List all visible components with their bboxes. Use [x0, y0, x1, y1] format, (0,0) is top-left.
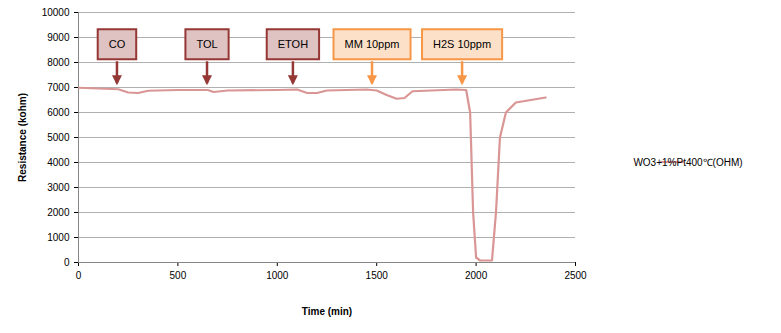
svg-text:2000: 2000 — [465, 270, 488, 281]
svg-text:MM 10ppm: MM 10ppm — [345, 38, 400, 50]
svg-text:H2S 10ppm: H2S 10ppm — [433, 38, 491, 50]
svg-text:10000: 10000 — [42, 7, 70, 18]
svg-text:CO: CO — [109, 38, 126, 50]
svg-text:Time (min): Time (min) — [302, 306, 352, 317]
svg-text:6000: 6000 — [47, 107, 70, 118]
svg-text:4000: 4000 — [47, 157, 70, 168]
svg-text:WO3+1%Pt400℃(OHM): WO3+1%Pt400℃(OHM) — [633, 157, 742, 168]
svg-text:7000: 7000 — [47, 82, 70, 93]
svg-text:3000: 3000 — [47, 182, 70, 193]
svg-text:9000: 9000 — [47, 32, 70, 43]
svg-text:ETOH: ETOH — [278, 38, 308, 50]
svg-text:2000: 2000 — [47, 207, 70, 218]
svg-text:8000: 8000 — [47, 57, 70, 68]
svg-text:Resistance (kohm): Resistance (kohm) — [17, 93, 28, 182]
svg-text:1000: 1000 — [266, 270, 289, 281]
svg-text:5000: 5000 — [47, 132, 70, 143]
svg-text:500: 500 — [170, 270, 187, 281]
svg-text:2500: 2500 — [564, 270, 587, 281]
svg-text:TOL: TOL — [196, 38, 217, 50]
svg-text:1500: 1500 — [366, 270, 389, 281]
svg-text:0: 0 — [76, 270, 82, 281]
svg-text:1000: 1000 — [47, 232, 70, 243]
svg-text:0: 0 — [64, 257, 70, 268]
